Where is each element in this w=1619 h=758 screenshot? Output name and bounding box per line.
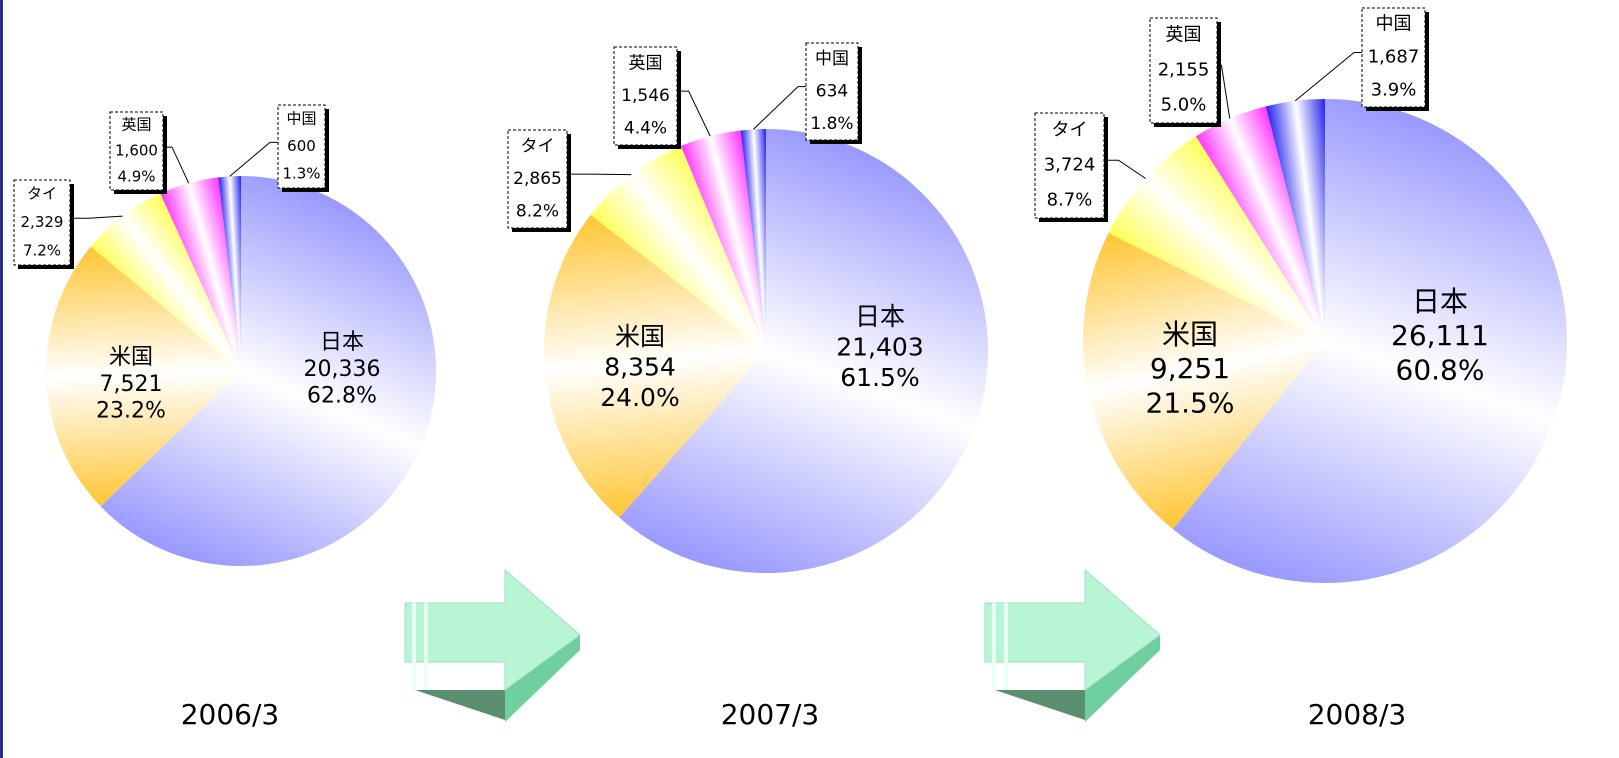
slice-label: 600 <box>287 137 316 155</box>
label-box <box>1361 7 1426 108</box>
slice-label: 日本 <box>1412 285 1468 318</box>
slice-label: 2,865 <box>513 169 562 189</box>
slice-label: 日本 <box>855 302 905 331</box>
slice-label: 4.9% <box>117 168 155 186</box>
slice-label: 26,111 <box>1391 319 1489 352</box>
pie-slice <box>90 193 242 371</box>
slice-label: 中国 <box>815 49 849 69</box>
leader-line <box>1104 159 1146 179</box>
slice-label: 60.8% <box>1396 353 1485 386</box>
pie-slice <box>619 129 988 573</box>
slice-label: 4.4% <box>624 119 667 139</box>
slice-label: 米国 <box>615 322 665 351</box>
pie-slice <box>45 246 242 507</box>
pie-slice <box>1108 136 1325 341</box>
pie-slice <box>160 177 241 371</box>
slice-label: 21,403 <box>836 333 923 362</box>
slice-label: 5.0% <box>1161 95 1207 116</box>
pie-slice <box>1265 99 1325 341</box>
label-box <box>613 46 678 146</box>
slice-label: 中国 <box>286 109 316 127</box>
leader-line <box>229 141 278 177</box>
label-box <box>109 111 164 191</box>
slice-label: 1,546 <box>621 86 670 106</box>
label-box <box>805 42 859 141</box>
pie-slice <box>1082 232 1325 530</box>
chart-title: 2007/3 <box>721 698 820 731</box>
slice-label: 1.3% <box>282 165 320 183</box>
slice-label: 24.0% <box>600 383 679 412</box>
slice-label: 2,155 <box>1158 60 1210 81</box>
slice-label: 23.2% <box>96 399 166 424</box>
slice-label: タイ <box>521 136 555 156</box>
slice-label: 20,336 <box>304 357 381 382</box>
label-box <box>1149 17 1218 124</box>
slice-label: 8.2% <box>516 202 559 222</box>
slice-label: 中国 <box>1376 14 1412 35</box>
slice-label: タイ <box>27 185 57 203</box>
chart-title: 2008/3 <box>1308 698 1407 731</box>
slice-label: 7,521 <box>100 372 163 397</box>
pie-slice <box>544 214 766 518</box>
pie-slice <box>100 176 436 566</box>
slice-label: 米国 <box>1162 318 1218 351</box>
slice-label: 3,724 <box>1044 155 1096 176</box>
slice-label: 634 <box>816 82 848 102</box>
arrow <box>984 568 1161 722</box>
slice-label: 日本 <box>320 330 364 355</box>
leader-line <box>1294 52 1362 102</box>
slice-label: 8.7% <box>1047 190 1093 211</box>
slice-label: タイ <box>1052 120 1088 141</box>
leader-line <box>677 90 711 137</box>
slice-label: 1,687 <box>1368 47 1420 68</box>
pie-slice <box>218 176 241 371</box>
pie-slice <box>680 130 766 351</box>
slice-label: 3.9% <box>1371 80 1417 101</box>
arrow <box>404 568 581 722</box>
slice-label: 英国 <box>121 116 151 134</box>
label-box <box>1034 112 1105 219</box>
label-box <box>507 129 568 229</box>
pie-slice <box>1195 106 1325 341</box>
slice-label: 英国 <box>1166 25 1202 46</box>
chart-title: 2006/3 <box>181 698 280 731</box>
slice-label: 2,329 <box>21 213 64 231</box>
slice-label: 米国 <box>109 345 153 370</box>
slice-label: 英国 <box>629 53 663 73</box>
pie-slice <box>590 145 766 351</box>
slice-label: 9,251 <box>1150 352 1230 385</box>
label-box <box>13 179 71 266</box>
leader-line <box>752 86 806 130</box>
slice-label: 8,354 <box>604 353 676 382</box>
slice-label: 1,600 <box>115 142 158 160</box>
slice-label: 7.2% <box>23 241 61 259</box>
slice-label: 61.5% <box>840 363 919 392</box>
slice-label: 62.8% <box>307 384 377 409</box>
pie-slice <box>1172 99 1567 584</box>
slice-label: 1.8% <box>810 114 853 134</box>
label-box <box>277 104 326 189</box>
leader-line <box>70 215 123 219</box>
slice-label: 21.5% <box>1146 386 1235 419</box>
left-border <box>0 0 3 758</box>
pie-slice <box>740 129 766 351</box>
